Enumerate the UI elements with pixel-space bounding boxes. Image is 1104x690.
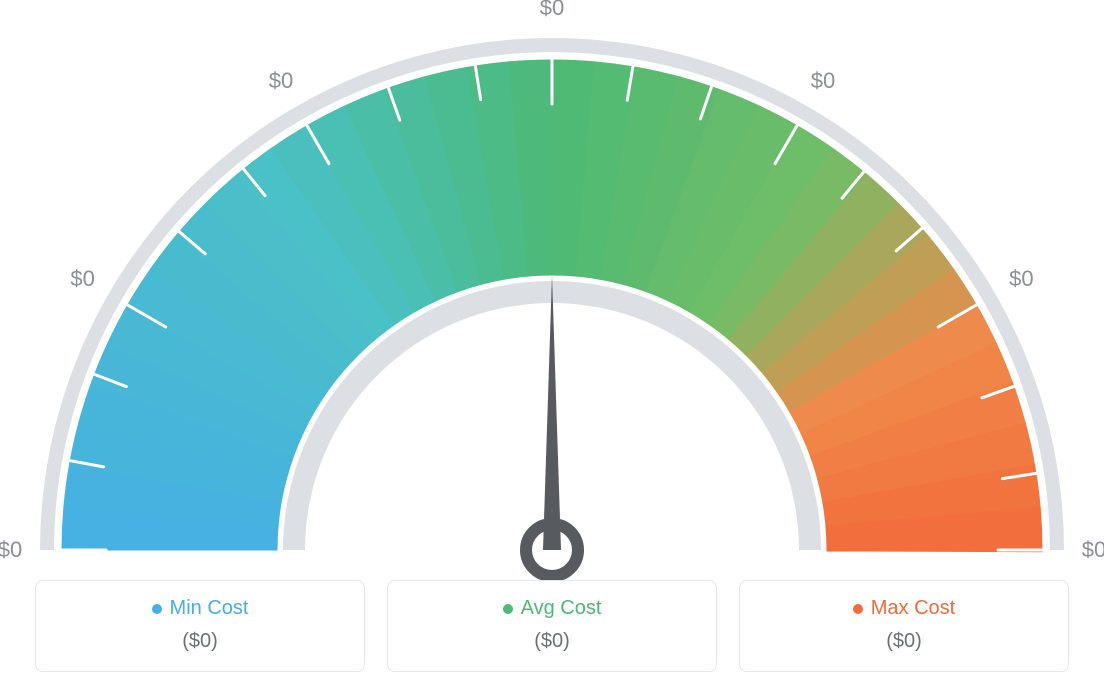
gauge-tick-label: $0 [811, 68, 835, 94]
legend-box-avg: Avg Cost ($0) [387, 580, 717, 672]
legend-value-max: ($0) [750, 630, 1058, 653]
legend-label-avg: Avg Cost [521, 597, 602, 620]
legend-title-avg: Avg Cost [503, 597, 602, 620]
gauge-chart: $0$0$0$0$0$0$0 [32, 10, 1072, 570]
gauge-needle [543, 275, 561, 550]
legend-box-min: Min Cost ($0) [35, 580, 365, 672]
gauge-tick-label: $0 [269, 68, 293, 94]
legend-label-max: Max Cost [871, 597, 955, 620]
legend-title-max: Max Cost [853, 597, 955, 620]
legend-value-min: ($0) [46, 630, 354, 653]
legend-dot-min [152, 604, 162, 614]
gauge-svg [32, 10, 1072, 590]
legend-label-min: Min Cost [170, 597, 249, 620]
legend-dot-max [853, 604, 863, 614]
legend-dot-avg [503, 604, 513, 614]
legend-title-min: Min Cost [152, 597, 249, 620]
gauge-tick-label: $0 [0, 537, 22, 563]
gauge-tick-label: $0 [540, 0, 564, 21]
legend-row: Min Cost ($0) Avg Cost ($0) Max Cost ($0… [35, 580, 1069, 672]
gauge-tick-label: $0 [1082, 537, 1104, 563]
gauge-tick-label: $0 [1009, 266, 1033, 292]
gauge-tick-label: $0 [70, 266, 94, 292]
legend-box-max: Max Cost ($0) [739, 580, 1069, 672]
legend-value-avg: ($0) [398, 630, 706, 653]
